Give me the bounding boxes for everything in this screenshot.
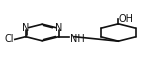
Text: N: N [22, 23, 29, 33]
Text: OH: OH [119, 14, 134, 24]
Text: N: N [55, 23, 62, 33]
Text: Cl: Cl [5, 34, 14, 44]
Text: NH: NH [70, 34, 84, 44]
